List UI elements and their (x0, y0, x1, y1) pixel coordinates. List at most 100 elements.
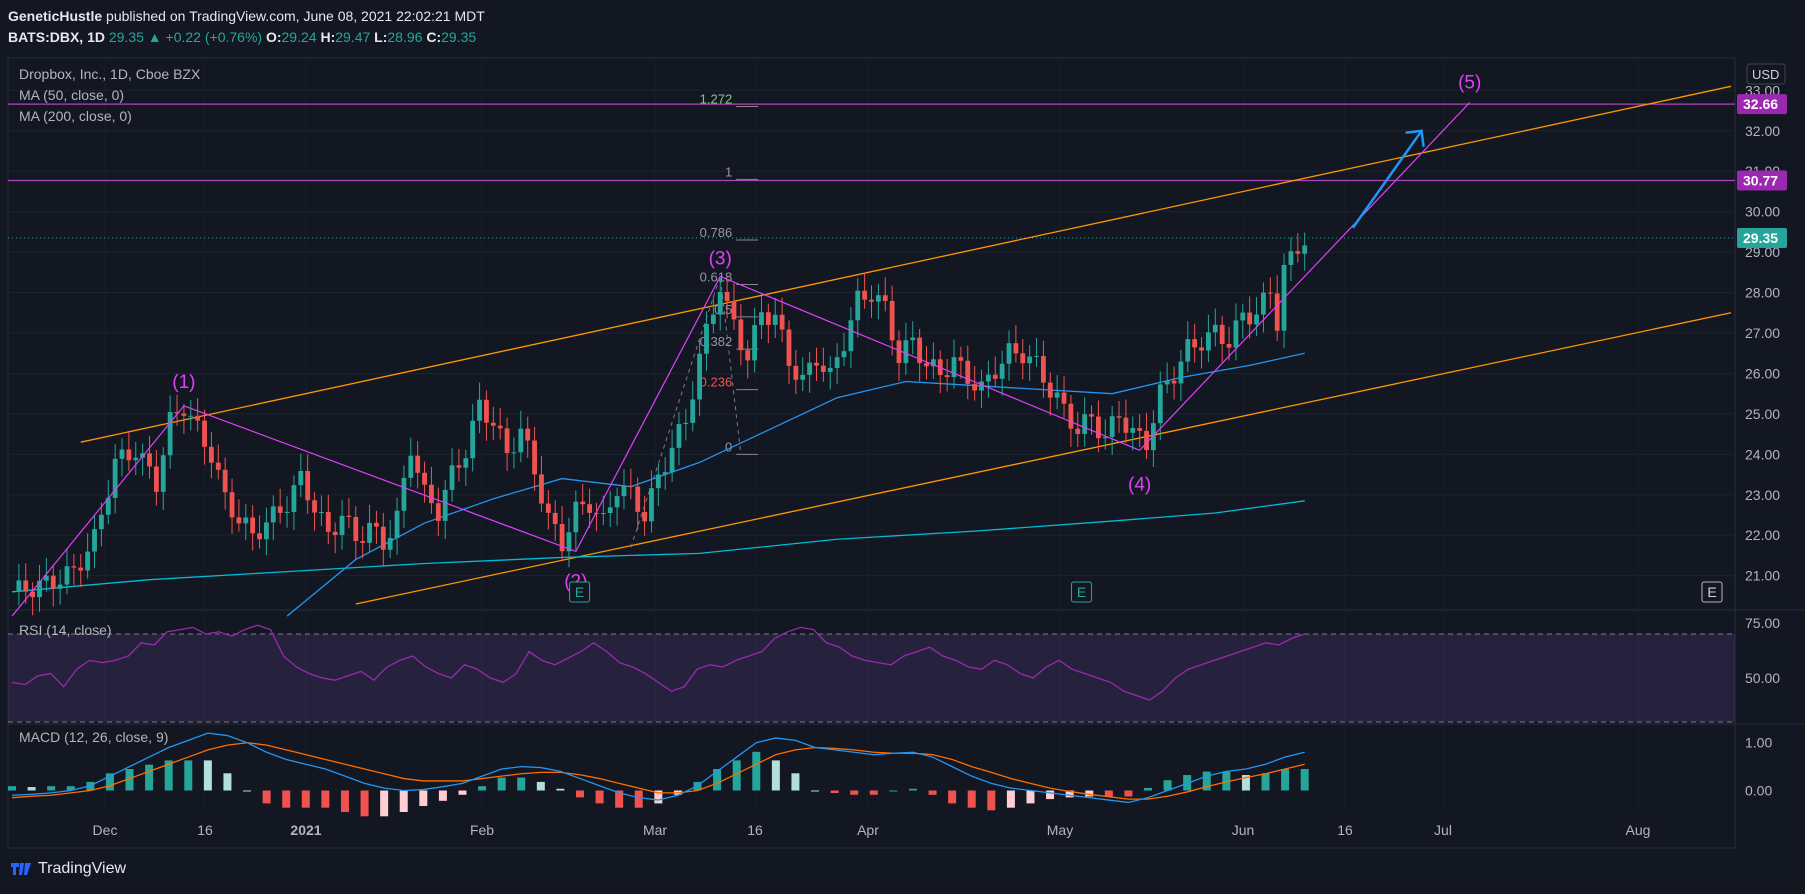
candle[interactable] (889, 301, 895, 341)
candle[interactable] (1171, 380, 1177, 384)
earnings-marker[interactable]: E (569, 581, 591, 603)
candle[interactable] (1199, 347, 1204, 351)
candle[interactable] (759, 312, 764, 326)
symbol-label[interactable]: BATS:DBX, 1D (8, 29, 105, 45)
candle[interactable] (820, 365, 826, 372)
candle[interactable] (153, 466, 159, 492)
candle[interactable] (50, 575, 56, 589)
channel-lower-line[interactable] (355, 312, 1732, 605)
price-tag[interactable] (1737, 227, 1787, 248)
candle[interactable] (30, 591, 36, 598)
candle[interactable] (827, 367, 833, 372)
candle[interactable] (1137, 428, 1143, 431)
candle[interactable] (1027, 356, 1033, 364)
candle[interactable] (477, 399, 482, 421)
candle[interactable] (573, 501, 579, 533)
candle[interactable] (869, 299, 874, 302)
candle[interactable] (710, 314, 716, 325)
candle[interactable] (497, 425, 503, 429)
candle[interactable] (1013, 343, 1019, 354)
candle[interactable] (422, 472, 427, 485)
candle[interactable] (765, 312, 771, 325)
candle[interactable] (78, 567, 84, 571)
candle[interactable] (490, 422, 496, 426)
ma50-line[interactable] (286, 352, 1305, 617)
candle[interactable] (511, 452, 517, 454)
candle[interactable] (724, 291, 730, 302)
candle[interactable] (848, 320, 854, 352)
candle[interactable] (387, 538, 393, 550)
candle[interactable] (119, 449, 125, 459)
candle[interactable] (635, 486, 641, 512)
candle[interactable] (126, 449, 132, 461)
candle[interactable] (367, 522, 372, 543)
candle[interactable] (1226, 343, 1232, 348)
candle[interactable] (793, 365, 799, 380)
candle[interactable] (697, 353, 703, 400)
candle[interactable] (257, 533, 262, 540)
candle[interactable] (814, 362, 819, 366)
price-chart[interactable]: 00.2360.3820.50.6180.78611.272(1)(2)(3)(… (0, 0, 1805, 860)
candle[interactable] (882, 295, 888, 302)
candle[interactable] (614, 496, 620, 508)
legend-title[interactable]: Dropbox, Inc., 1D, Cboe BZX (19, 66, 201, 82)
earnings-marker[interactable]: E (1071, 581, 1093, 603)
candle[interactable] (958, 357, 964, 361)
candle[interactable] (800, 374, 806, 380)
candle[interactable] (972, 383, 978, 391)
candle[interactable] (1082, 414, 1088, 434)
candle[interactable] (305, 470, 311, 501)
candle[interactable] (587, 504, 592, 513)
earnings-marker[interactable]: E (1701, 581, 1723, 603)
macd-line[interactable] (11, 732, 1305, 804)
candle[interactable] (43, 575, 49, 581)
legend-macd[interactable]: MACD (12, 26, close, 9) (19, 729, 169, 745)
candle[interactable] (463, 458, 469, 468)
candle[interactable] (1061, 392, 1067, 404)
candle[interactable] (429, 484, 434, 504)
candle[interactable] (37, 580, 42, 598)
candle[interactable] (325, 512, 331, 532)
candle[interactable] (662, 472, 668, 475)
candle[interactable] (649, 488, 654, 522)
currency-badge[interactable] (1746, 63, 1786, 85)
tradingview-logo[interactable]: TradingView (10, 860, 126, 878)
legend-ma50[interactable]: MA (50, close, 0) (19, 87, 125, 103)
candle[interactable] (208, 446, 214, 463)
candle[interactable] (985, 374, 991, 382)
candle[interactable] (834, 357, 840, 368)
candle[interactable] (1096, 416, 1101, 439)
candle[interactable] (504, 428, 510, 454)
candle[interactable] (394, 510, 400, 539)
candle[interactable] (1247, 312, 1253, 325)
candle[interactable] (704, 324, 709, 354)
candle[interactable] (16, 580, 22, 592)
elliott-wave-label[interactable]: (5) (1458, 72, 1481, 93)
candle[interactable] (1040, 356, 1046, 383)
candle[interactable] (1068, 403, 1074, 429)
candle[interactable] (1219, 324, 1225, 344)
candle[interactable] (339, 515, 345, 535)
candle[interactable] (676, 423, 682, 448)
elliott-wave-label[interactable]: (4) (1128, 474, 1151, 495)
candle[interactable] (449, 465, 455, 490)
candle[interactable] (222, 469, 228, 493)
channel-upper-line[interactable] (80, 85, 1732, 443)
candle[interactable] (1006, 343, 1012, 364)
elliott-wave-label[interactable]: (1) (172, 372, 195, 393)
candle[interactable] (917, 337, 923, 364)
candle[interactable] (360, 541, 366, 543)
candle[interactable] (717, 291, 723, 315)
author-name[interactable]: GeneticHustle (8, 8, 103, 24)
projection-arrow[interactable] (1351, 130, 1423, 229)
candle[interactable] (999, 363, 1005, 379)
candle[interactable] (752, 325, 758, 361)
candle[interactable] (408, 455, 414, 478)
candle[interactable] (1240, 312, 1246, 321)
candle[interactable] (374, 522, 379, 527)
candle[interactable] (133, 457, 139, 461)
candle[interactable] (628, 485, 634, 487)
candle[interactable] (112, 458, 118, 498)
candle[interactable] (380, 526, 386, 550)
candle[interactable] (85, 551, 91, 571)
